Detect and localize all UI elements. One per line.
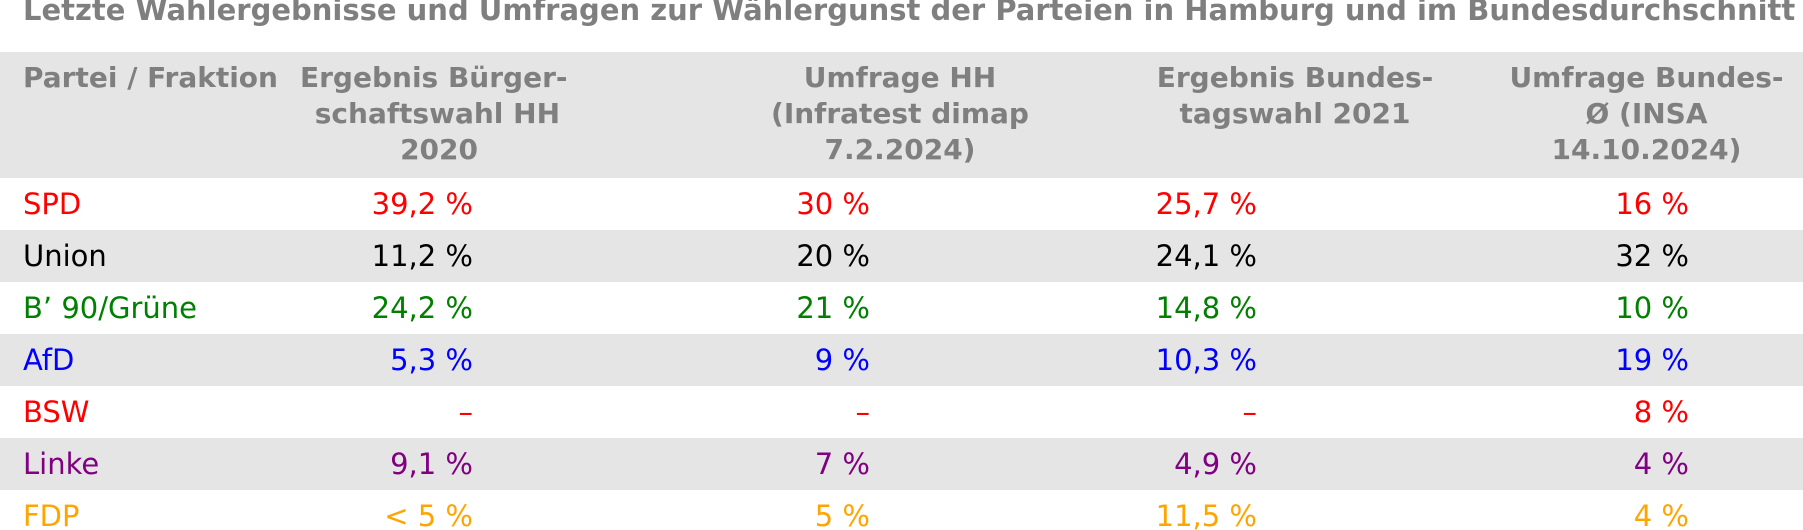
value-buergerschaft-2020: 9,1 % xyxy=(390,447,473,481)
header-umfrage-hh: Umfrage HH (Infratest dimap 7.2.2024) xyxy=(771,61,1029,166)
value-buergerschaft-2020: 5,3 % xyxy=(390,343,473,377)
value-bundestag-2021: 24,1 % xyxy=(1155,239,1257,273)
value-umfrage-bund: 4 % xyxy=(1633,447,1689,481)
table-header-row: Partei / Fraktion Ergebnis Bürger- schaf… xyxy=(0,52,1803,178)
value-umfrage-bund: 10 % xyxy=(1615,291,1689,325)
value-umfrage-hh: 21 % xyxy=(796,291,870,325)
value-bundestag-2021: – xyxy=(1242,395,1258,429)
value-umfrage-bund: 16 % xyxy=(1615,187,1689,221)
table-row-spd: SPD 39,2 % 30 % 25,7 % 16 % xyxy=(0,178,1803,230)
value-umfrage-bund: 4 % xyxy=(1633,499,1689,530)
header-party: Partei / Fraktion xyxy=(23,61,278,94)
party-name: SPD xyxy=(23,187,82,221)
value-buergerschaft-2020: < 5 % xyxy=(384,499,473,530)
table-row-bsw: BSW – – – 8 % xyxy=(0,386,1803,438)
party-name: Linke xyxy=(23,447,100,481)
header-bundestagswahl-2021: Ergebnis Bundes- tagswahl 2021 xyxy=(1156,61,1434,130)
party-name: Union xyxy=(23,239,107,273)
value-umfrage-bund: 8 % xyxy=(1633,395,1689,429)
value-umfrage-hh: 7 % xyxy=(814,447,870,481)
value-umfrage-hh: 9 % xyxy=(814,343,870,377)
party-name: AfD xyxy=(23,343,75,377)
table-row-fdp: FDP < 5 % 5 % 11,5 % 4 % xyxy=(0,490,1803,530)
party-name: BSW xyxy=(23,395,90,429)
value-bundestag-2021: 11,5 % xyxy=(1155,499,1257,530)
value-umfrage-bund: 19 % xyxy=(1615,343,1689,377)
value-umfrage-hh: – xyxy=(855,395,871,429)
table-row-linke: Linke 9,1 % 7 % 4,9 % 4 % xyxy=(0,438,1803,490)
party-name: B’ 90/Grüne xyxy=(23,291,197,325)
table-row-afd: AfD 5,3 % 9 % 10,3 % 19 % xyxy=(0,334,1803,386)
page-title: Letzte Wahlergebnisse und Umfragen zur W… xyxy=(23,0,1796,27)
party-name: FDP xyxy=(23,499,80,530)
value-umfrage-hh: 5 % xyxy=(814,499,870,530)
results-table: Partei / Fraktion Ergebnis Bürger- schaf… xyxy=(0,52,1803,530)
value-bundestag-2021: 14,8 % xyxy=(1155,291,1257,325)
value-umfrage-bund: 32 % xyxy=(1615,239,1689,273)
header-umfrage-bund: Umfrage Bundes- Ø (INSA 14.10.2024) xyxy=(1509,61,1784,166)
value-umfrage-hh: 30 % xyxy=(796,187,870,221)
value-bundestag-2021: 10,3 % xyxy=(1155,343,1257,377)
value-bundestag-2021: 4,9 % xyxy=(1174,447,1257,481)
value-buergerschaft-2020: 24,2 % xyxy=(371,291,473,325)
table-row-union: Union 11,2 % 20 % 24,1 % 32 % xyxy=(0,230,1803,282)
table-row-gruene: B’ 90/Grüne 24,2 % 21 % 14,8 % 10 % xyxy=(0,282,1803,334)
value-buergerschaft-2020: – xyxy=(458,395,474,429)
value-buergerschaft-2020: 39,2 % xyxy=(371,187,473,221)
value-bundestag-2021: 25,7 % xyxy=(1155,187,1257,221)
header-buergerschaftswahl-2020: Ergebnis Bürger- schaftswahl HH 2020 xyxy=(300,61,568,166)
value-buergerschaft-2020: 11,2 % xyxy=(371,239,473,273)
value-umfrage-hh: 20 % xyxy=(796,239,870,273)
